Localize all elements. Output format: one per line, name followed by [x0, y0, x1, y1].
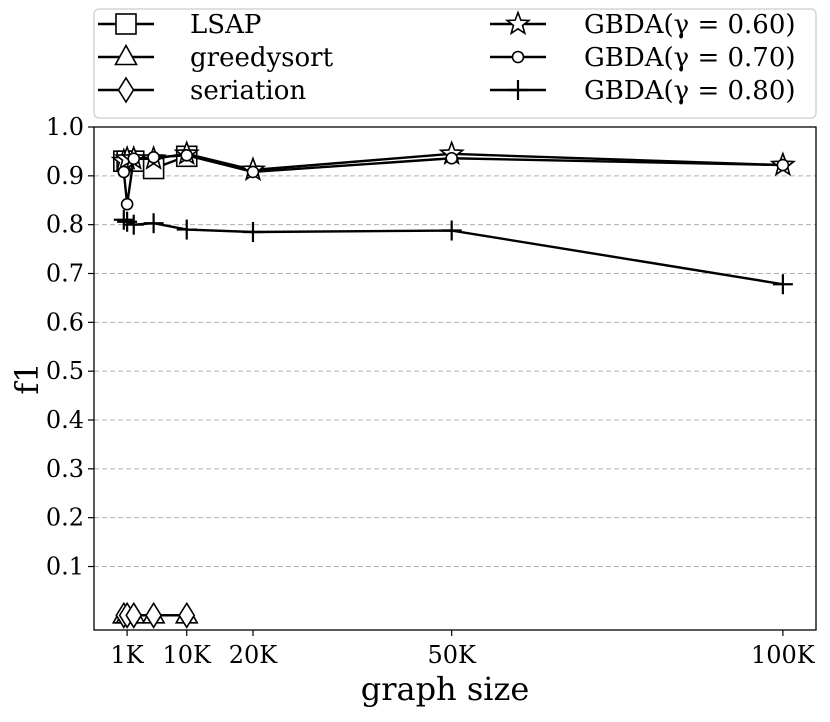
series-circle [117, 149, 790, 211]
legend-label: GBDA(γ = 0.70) [584, 43, 796, 73]
data-point-diamond [178, 601, 196, 629]
y-axis-label: f1 [8, 362, 46, 394]
legend-item: LSAP [98, 10, 261, 40]
series-diamond [115, 601, 196, 629]
data-point-plus [242, 221, 263, 242]
data-point-plus [176, 219, 197, 240]
data-point-circle [445, 151, 458, 165]
x-tick-label: 10K [162, 641, 212, 669]
x-tick-label: 100K [751, 641, 816, 669]
series-line [122, 154, 783, 205]
data-point-circle [147, 150, 160, 164]
y-tick-label: 0.4 [46, 406, 84, 434]
plot-frame [93, 126, 817, 631]
y-tick-label: 0.8 [46, 211, 84, 239]
legend-label: greedysort [190, 43, 334, 73]
data-point-diamond [145, 601, 163, 629]
x-tick-label: 50K [427, 641, 477, 669]
legend-marker-plus [508, 80, 528, 100]
data-point-circle [120, 197, 134, 211]
legend-item: GBDA(γ = 0.60) [490, 10, 796, 40]
legend-label: LSAP [190, 10, 261, 40]
series-plus [113, 209, 793, 295]
legend-label: seriation [190, 76, 306, 106]
y-tick-label: 0.7 [46, 260, 84, 288]
legend-marker-circle [511, 50, 525, 64]
x-tick-label: 20K [229, 641, 279, 669]
x-axis-label: graph size [361, 670, 530, 708]
y-tick-label: 0.3 [46, 455, 84, 483]
data-point-plus [143, 213, 164, 234]
y-tick-label: 0.2 [46, 504, 84, 532]
data-point-plus [113, 209, 134, 230]
legend-marker-triangle [114, 43, 138, 66]
data-point-circle [246, 165, 260, 179]
data-point-diamond [125, 601, 143, 629]
legend-item: seriation [98, 76, 306, 106]
y-tick-label: 0.5 [46, 357, 84, 385]
legend-label: GBDA(γ = 0.60) [584, 10, 796, 40]
y-tick-label: 1.0 [46, 113, 84, 141]
legend-marker-square [115, 13, 137, 35]
y-tick-label: 0.1 [46, 553, 84, 581]
legend-label: GBDA(γ = 0.80) [584, 76, 796, 106]
legend-item: greedysort [98, 43, 334, 73]
data-point-circle [180, 149, 194, 162]
legend-box [93, 8, 817, 119]
legend-marker-star [504, 10, 532, 36]
y-tick-label: 0.9 [46, 162, 84, 190]
y-tick-label: 0.6 [46, 308, 84, 336]
data-point-plus [123, 214, 144, 235]
legend-item: GBDA(γ = 0.80) [490, 76, 796, 106]
data-point-circle [117, 165, 131, 179]
data-point-circle [776, 158, 790, 172]
x-tick-label: 1K [111, 641, 145, 669]
legend-item: GBDA(γ = 0.70) [490, 43, 796, 73]
data-point-plus [772, 274, 793, 295]
data-point-plus [441, 220, 462, 241]
data-point-circle [127, 152, 141, 166]
legend-marker-diamond [117, 76, 135, 104]
